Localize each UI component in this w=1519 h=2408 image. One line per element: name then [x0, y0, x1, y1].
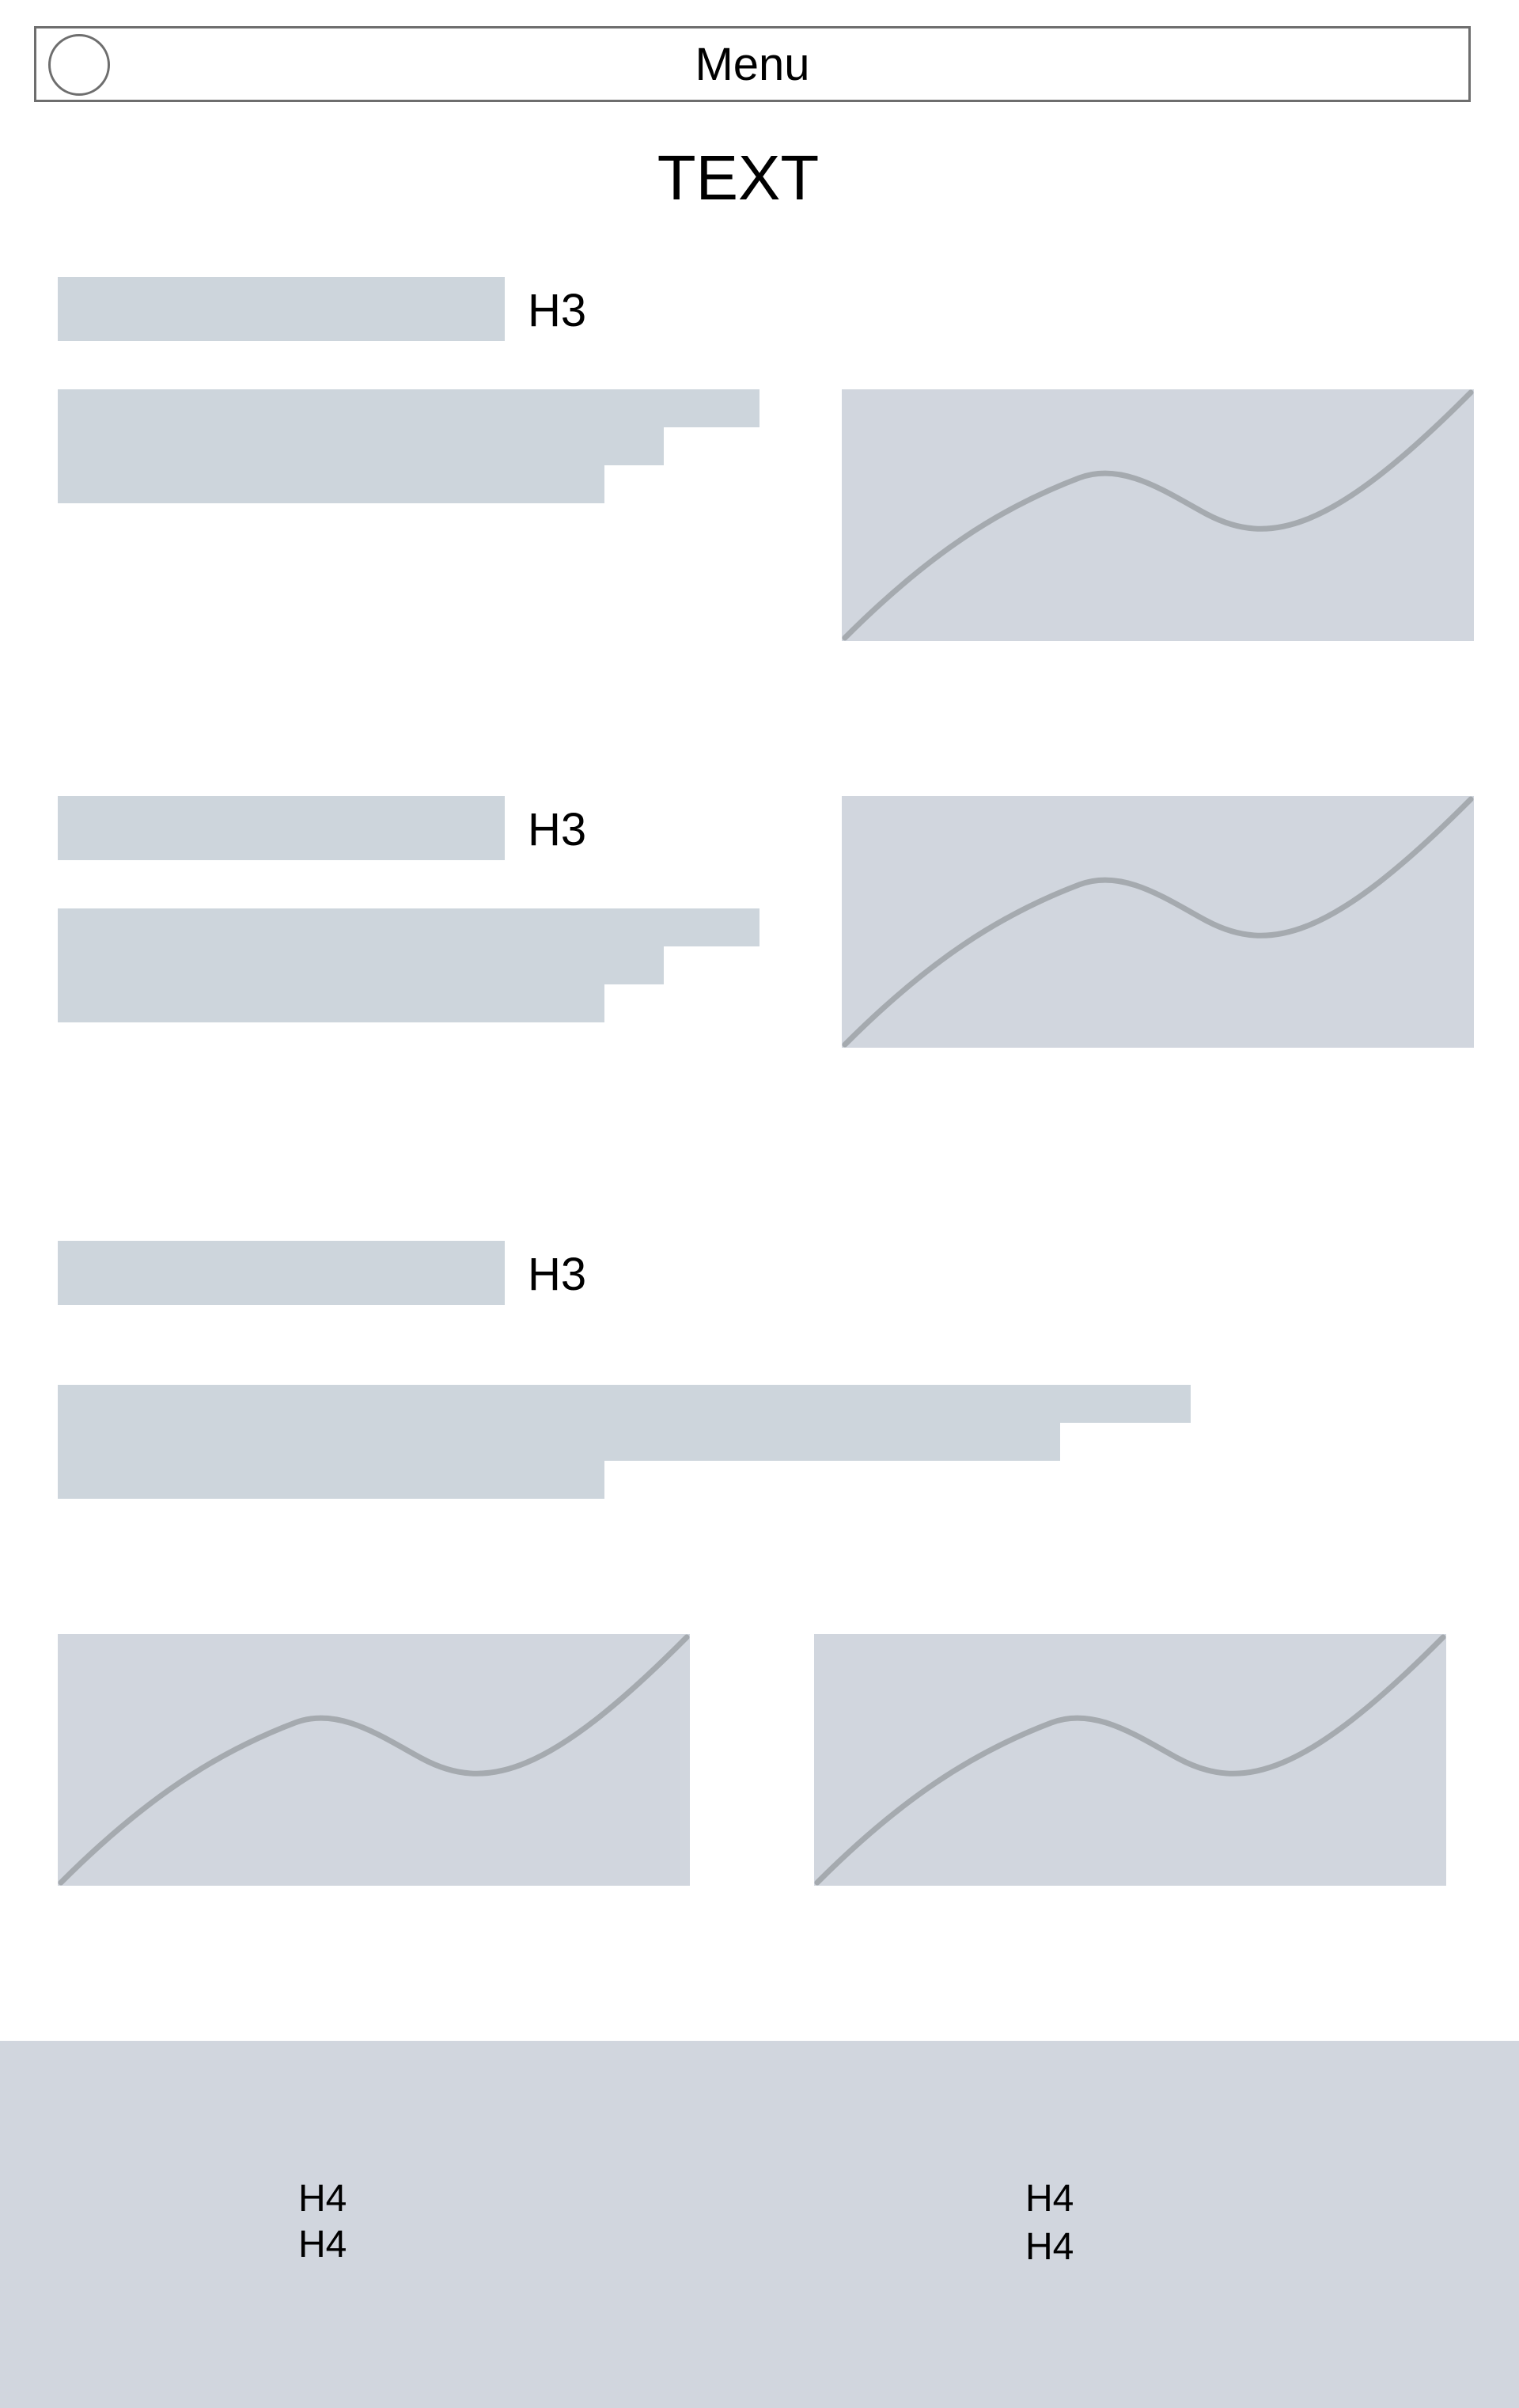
wave-line-icon: [814, 1634, 1446, 1886]
menu-label[interactable]: Menu: [695, 39, 810, 90]
wave-line-icon: [58, 1634, 690, 1886]
page-title: TEXT: [657, 142, 820, 213]
section-heading: H3: [528, 1249, 587, 1300]
text-line-placeholder: [58, 465, 604, 503]
text-line-placeholder: [58, 984, 604, 1022]
image-placeholder: [814, 1634, 1446, 1886]
footer-heading: H4: [1025, 2178, 1074, 2220]
text-line-placeholder: [58, 908, 760, 946]
heading-placeholder-bar: [58, 796, 505, 860]
heading-placeholder-bar: [58, 277, 505, 341]
text-line-placeholder: [58, 427, 664, 465]
text-line-placeholder: [58, 1461, 604, 1499]
image-placeholder: [842, 796, 1474, 1048]
image-placeholder: [58, 1634, 690, 1886]
heading-placeholder-bar: [58, 1241, 505, 1305]
menu-circle-icon[interactable]: [48, 34, 110, 96]
image-placeholder: [842, 389, 1474, 641]
menu-bar[interactable]: Menu: [34, 26, 1471, 102]
wave-line-icon: [842, 389, 1474, 641]
footer: H4 H4 H4 H4: [0, 2041, 1519, 2408]
text-line-placeholder: [58, 946, 664, 984]
footer-heading: H4: [298, 2178, 347, 2220]
text-line-placeholder: [58, 389, 760, 427]
section-heading: H3: [528, 804, 587, 855]
footer-heading: H4: [1025, 2226, 1074, 2268]
footer-heading: H4: [298, 2224, 347, 2266]
text-line-placeholder: [58, 1423, 1060, 1461]
wave-line-icon: [842, 796, 1474, 1048]
text-line-placeholder: [58, 1385, 1191, 1423]
section-heading: H3: [528, 285, 587, 336]
